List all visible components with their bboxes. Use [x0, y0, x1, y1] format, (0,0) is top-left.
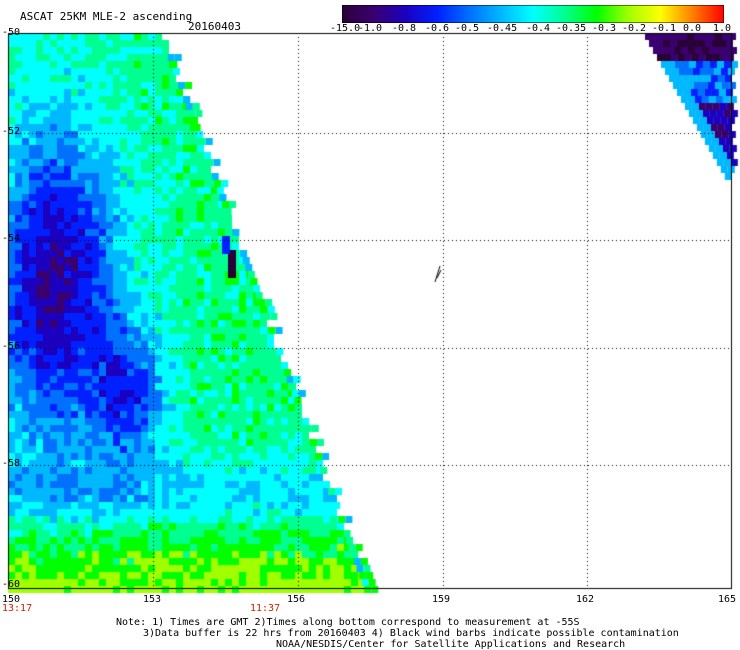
lon-label: 156: [287, 594, 306, 605]
colorbar-label: -1.0: [358, 23, 383, 34]
lon-label: 153: [143, 594, 162, 605]
lat-label: -56: [2, 341, 21, 352]
colorbar: [342, 5, 724, 23]
map-date: 20160403: [188, 20, 241, 33]
lat-label: -58: [2, 458, 21, 469]
colorbar-label: -0.3: [592, 23, 617, 34]
colorbar-label: -0.5: [455, 23, 480, 34]
colorbar-label: -0.45: [487, 23, 518, 34]
note-line-2: 3)Data buffer is 22 hrs from 20160403 4)…: [143, 628, 679, 639]
colorbar-label: -0.8: [392, 23, 417, 34]
lat-label: -54: [2, 233, 21, 244]
map-title: ASCAT 25KM MLE-2 ascending: [20, 10, 193, 23]
colorbar-label: -0.6: [425, 23, 450, 34]
lon-label: 159: [432, 594, 451, 605]
note-line-1: Note: 1) Times are GMT 2)Times along bot…: [116, 617, 580, 628]
colorbar-label: -0.4: [526, 23, 551, 34]
lon-label: 165: [718, 594, 737, 605]
time-label-mid: 11:37: [250, 603, 281, 614]
colorbar-label: 0.0: [683, 23, 702, 34]
time-label-left: 13:17: [2, 603, 33, 614]
colorbar-label: -0.2: [622, 23, 647, 34]
lon-label: 150: [2, 594, 21, 605]
colorbar-label: 1.0: [713, 23, 732, 34]
colorbar-label: -0.35: [556, 23, 587, 34]
lat-label: -60: [2, 579, 21, 590]
note-line-3: NOAA/NESDIS/Center for Satellite Applica…: [276, 639, 626, 650]
lat-label: -50: [2, 27, 21, 38]
colorbar-label: -0.1: [652, 23, 677, 34]
lat-label: -52: [2, 126, 21, 137]
colorbar-gradient: [342, 5, 724, 23]
colorbar-label: -15.0: [330, 23, 361, 34]
lon-label: 162: [576, 594, 595, 605]
